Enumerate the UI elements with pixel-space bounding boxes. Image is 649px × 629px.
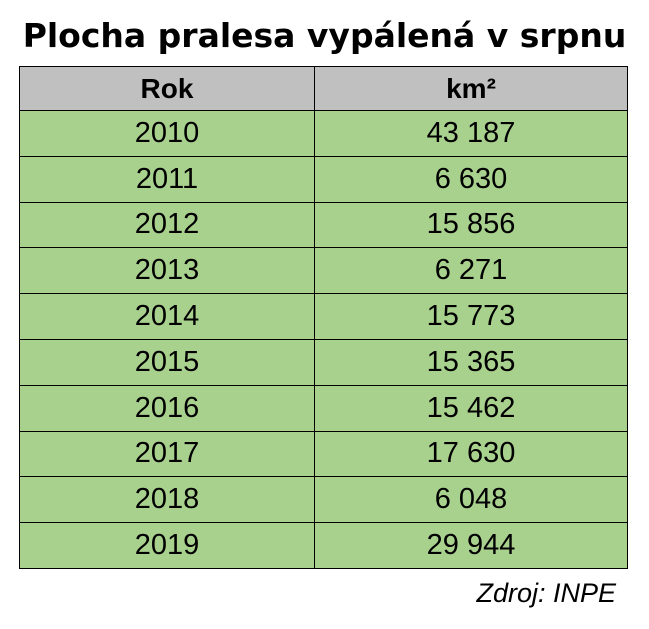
- burned-area-table: Rok km² 2010 43 187 2011 6 630 2012 15 856 201…: [19, 66, 628, 569]
- year-cell: 2018: [19, 476, 315, 524]
- year-cell: 2019: [19, 522, 315, 569]
- table-row: 2010 43 187: [19, 110, 628, 157]
- column-header-year: Rok: [19, 66, 315, 111]
- year-cell: 2012: [19, 201, 315, 249]
- area-cell: 17 630: [314, 430, 628, 478]
- table-row: 2015 15 365: [19, 338, 628, 386]
- year-cell: 2017: [19, 430, 315, 478]
- area-cell: 15 773: [314, 293, 628, 340]
- table-row: 2017 17 630: [19, 430, 628, 478]
- area-cell: 15 365: [314, 338, 628, 386]
- area-cell: 29 944: [314, 522, 628, 569]
- year-cell: 2015: [19, 338, 315, 386]
- area-cell: 6 048: [314, 476, 628, 524]
- table-row: 2012 15 856: [19, 201, 628, 249]
- table-row: 2011 6 630: [19, 155, 628, 203]
- year-cell: 2011: [19, 155, 315, 203]
- year-cell: 2010: [19, 110, 315, 157]
- source-note: Zdroj: INPE: [476, 578, 616, 608]
- year-cell: 2014: [19, 293, 315, 340]
- column-header-area: km²: [314, 66, 628, 111]
- year-cell: 2016: [19, 384, 315, 432]
- area-cell: 6 630: [314, 155, 628, 203]
- area-cell: 6 271: [314, 247, 628, 295]
- area-cell: 15 462: [314, 384, 628, 432]
- table-row: 2018 6 048: [19, 476, 628, 524]
- table-row: 2013 6 271: [19, 247, 628, 295]
- header-row: Rok km²: [19, 66, 628, 111]
- year-cell: 2013: [19, 247, 315, 295]
- table-row: 2019 29 944: [19, 522, 628, 569]
- table-title: Plocha pralesa vypálená v srpnu: [22, 16, 627, 55]
- table-row: 2014 15 773: [19, 293, 628, 340]
- table-body: 2010 43 187 2011 6 630 2012 15 856 2013 6 271 20…: [19, 110, 628, 569]
- table-row: 2016 15 462: [19, 384, 628, 432]
- area-cell: 15 856: [314, 201, 628, 249]
- area-cell: 43 187: [314, 110, 628, 157]
